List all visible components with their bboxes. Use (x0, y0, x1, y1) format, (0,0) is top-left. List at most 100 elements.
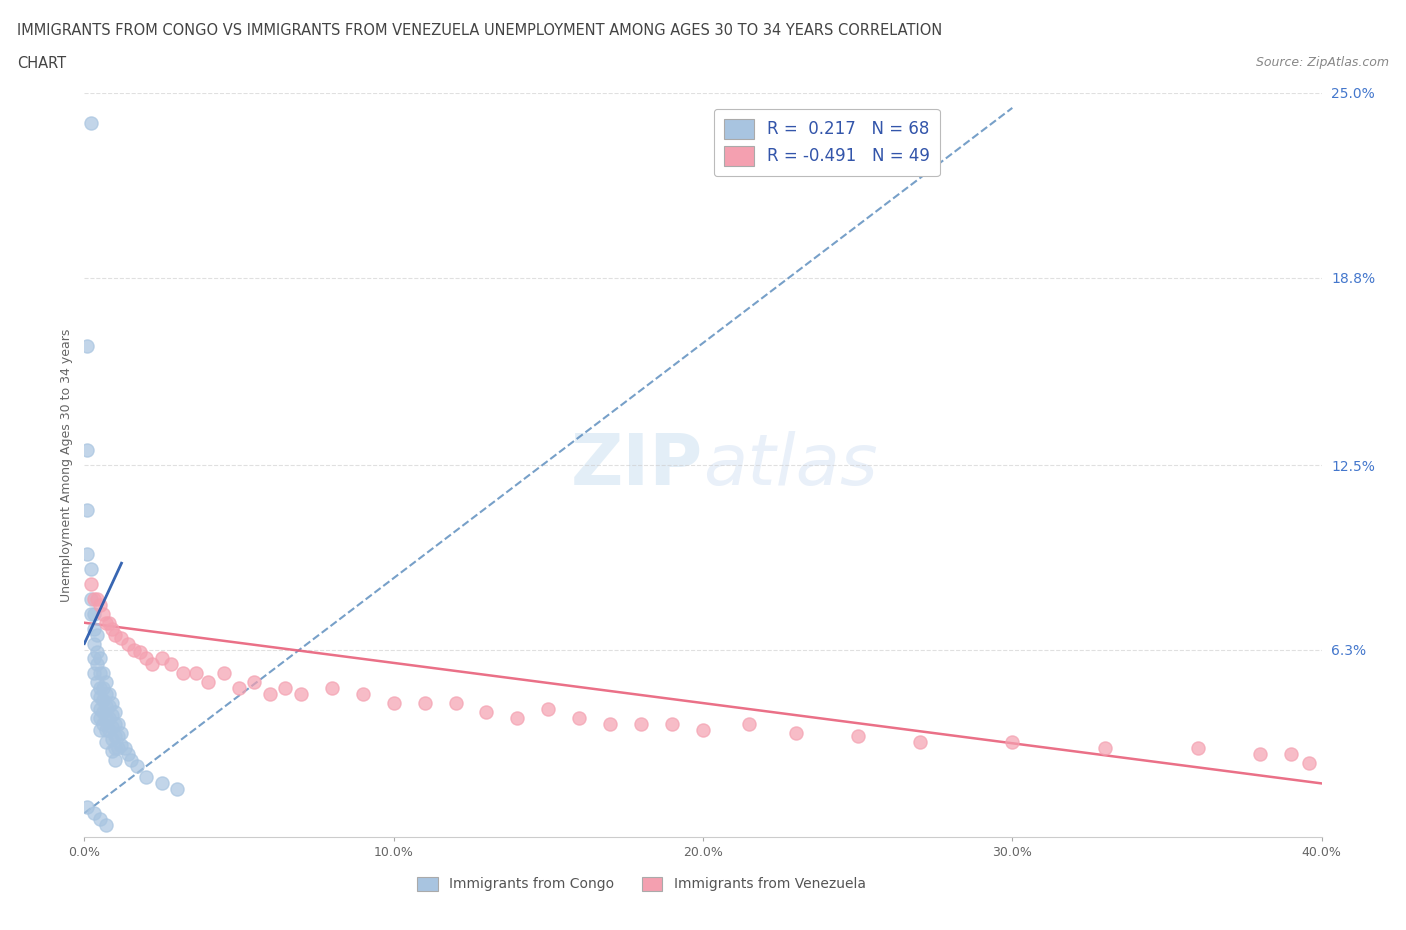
Text: CHART: CHART (17, 56, 66, 71)
Point (98, 686, 121, 701)
Point (1187, 740, 1209, 755)
Point (692, 723, 714, 737)
Point (101, 743, 124, 758)
Point (94, 616, 117, 631)
Point (98, 723, 121, 737)
Point (212, 666, 235, 681)
Point (1279, 746, 1302, 761)
Point (101, 696, 124, 711)
Text: Source: ZipAtlas.com: Source: ZipAtlas.com (1256, 56, 1389, 69)
Point (91, 681, 114, 696)
Point (94, 735, 117, 750)
Point (630, 716, 652, 731)
Point (101, 621, 124, 636)
Point (107, 716, 129, 731)
Point (94, 675, 117, 690)
Point (91, 606, 114, 621)
Point (107, 728, 129, 743)
Point (110, 725, 132, 740)
Point (83, 666, 105, 681)
Point (76, 502, 98, 517)
Point (79, 606, 101, 621)
Point (506, 711, 529, 725)
Point (79, 562, 101, 577)
Point (321, 681, 343, 696)
Point (197, 675, 219, 690)
Point (83, 591, 105, 606)
Point (846, 728, 869, 743)
Point (122, 642, 145, 657)
Point (172, 666, 194, 681)
Point (89, 681, 111, 696)
Point (537, 701, 560, 716)
Point (117, 636, 139, 651)
Point (104, 705, 127, 720)
Point (98, 698, 121, 713)
Text: atlas: atlas (703, 431, 877, 499)
Point (83, 606, 105, 621)
Point (104, 752, 127, 767)
Point (110, 737, 132, 752)
Point (104, 627, 127, 642)
Point (413, 696, 436, 711)
Point (76, 800, 98, 815)
Point (785, 725, 807, 740)
Point (83, 651, 105, 666)
Point (86, 627, 108, 642)
Point (91, 693, 114, 708)
Legend: Immigrants from Congo, Immigrants from Venezuela: Immigrants from Congo, Immigrants from V… (411, 871, 872, 897)
Point (135, 651, 157, 666)
Point (89, 711, 111, 725)
Point (274, 681, 297, 696)
Point (89, 812, 111, 827)
Point (150, 651, 173, 666)
Point (86, 711, 108, 725)
Point (475, 705, 498, 720)
Y-axis label: Unemployment Among Ages 30 to 34 years: Unemployment Among Ages 30 to 34 years (60, 328, 73, 602)
Point (290, 686, 312, 701)
Point (104, 716, 127, 731)
Point (79, 115, 101, 130)
Point (86, 657, 108, 671)
Point (908, 735, 931, 750)
Point (125, 758, 148, 773)
Point (114, 740, 136, 755)
Point (107, 740, 129, 755)
Point (86, 698, 108, 713)
Point (86, 675, 108, 690)
Point (101, 708, 124, 723)
Point (120, 752, 142, 767)
Point (352, 686, 374, 701)
Point (86, 686, 108, 701)
Point (1249, 746, 1271, 761)
Point (104, 728, 127, 743)
Point (444, 696, 467, 711)
Point (166, 782, 188, 797)
Point (89, 690, 111, 705)
Point (101, 731, 124, 746)
Point (89, 723, 111, 737)
Point (101, 720, 124, 735)
Point (98, 616, 121, 631)
Point (661, 716, 683, 731)
Point (1298, 755, 1320, 770)
Point (94, 698, 117, 713)
Point (599, 716, 621, 731)
Point (110, 631, 132, 645)
Point (91, 716, 114, 731)
Point (86, 591, 108, 606)
Point (91, 705, 114, 720)
Point (94, 686, 117, 701)
Point (76, 443, 98, 458)
Point (83, 805, 105, 820)
Point (150, 776, 173, 790)
Point (76, 547, 98, 562)
Point (184, 666, 207, 681)
Point (228, 681, 250, 696)
Text: ZIP: ZIP (571, 431, 703, 499)
Text: IMMIGRANTS FROM CONGO VS IMMIGRANTS FROM VENEZUELA UNEMPLOYMENT AMONG AGES 30 TO: IMMIGRANTS FROM CONGO VS IMMIGRANTS FROM… (17, 23, 942, 38)
Point (98, 711, 121, 725)
Point (382, 696, 405, 711)
Point (135, 770, 157, 785)
Point (129, 645, 152, 660)
